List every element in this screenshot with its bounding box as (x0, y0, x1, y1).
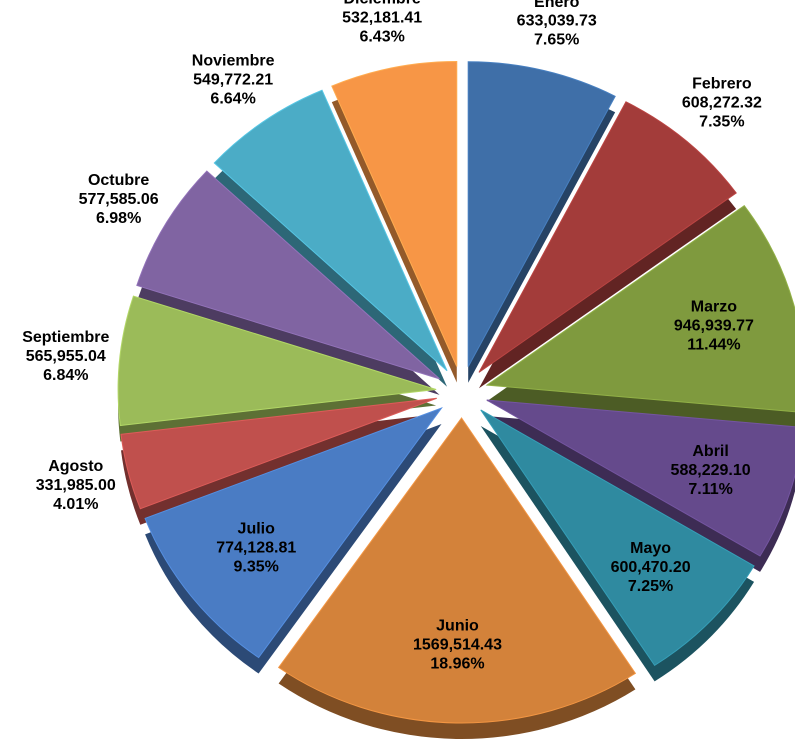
label-line: 600,470.20 (611, 559, 691, 576)
slice-label: Enero 633,039.73 7.65% (517, 0, 597, 49)
label-line: Septiembre (22, 329, 109, 346)
slice-label: Febrero 608,272.32 7.35% (682, 76, 762, 131)
label-line: Junio (436, 617, 479, 634)
label-line: 18.96% (430, 655, 484, 672)
label-line: Octubre (88, 172, 149, 189)
label-line: 7.65% (534, 32, 579, 49)
slice (478, 101, 737, 373)
slice-label: Junio 1569,514.43 18.96% (413, 617, 502, 672)
slice (467, 61, 616, 367)
label-line: 6.64% (210, 90, 255, 107)
label-line: Febrero (692, 76, 752, 93)
label-line: 4.01% (53, 496, 98, 513)
slice-label: Septiembre 565,955.04 6.84% (22, 329, 109, 384)
label-line: Agosto (48, 458, 103, 475)
slice-label: Julio 774,128.81 9.35% (216, 521, 296, 576)
slice-label: Diciembre 532,181.41 6.43% (342, 0, 422, 46)
label-line: 565,955.04 (26, 348, 106, 365)
label-line: 6.43% (359, 29, 404, 46)
slice-label: Octubre 577,585.06 6.98% (79, 172, 159, 227)
label-line: 588,229.10 (671, 462, 751, 479)
label-line: Diciembre (343, 0, 420, 8)
slice (117, 295, 437, 427)
slice (486, 399, 795, 557)
label-line: Marzo (691, 299, 737, 316)
label-line: 1569,514.43 (413, 636, 502, 653)
slice-label: Abril 588,229.10 7.11% (671, 443, 751, 498)
slice (331, 61, 458, 367)
label-line: 7.35% (699, 114, 744, 131)
label-line: 331,985.00 (36, 477, 116, 494)
label-line: Julio (238, 521, 276, 538)
slice (136, 170, 440, 380)
label-line: 608,272.32 (682, 95, 762, 112)
slice-label: Mayo 600,470.20 7.25% (611, 540, 691, 595)
label-line: 633,039.73 (517, 13, 597, 30)
slice-label: Noviembre 549,772.21 6.64% (192, 52, 275, 107)
label-line: 532,181.41 (342, 10, 422, 27)
slice (485, 205, 795, 413)
label-line: Noviembre (192, 52, 275, 69)
slice (120, 397, 437, 510)
label-line: Mayo (630, 540, 671, 557)
label-line: 7.11% (688, 481, 732, 498)
label-line: 9.35% (234, 559, 279, 576)
label-line: 6.84% (43, 367, 88, 384)
label-line: 6.98% (96, 210, 141, 227)
label-line: 577,585.06 (79, 191, 159, 208)
label-line: 946,939.77 (674, 318, 754, 335)
label-line: 11.44% (687, 337, 740, 354)
label-line: 7.25% (628, 578, 673, 595)
slice (277, 417, 637, 724)
label-line: 549,772.21 (193, 71, 273, 88)
slice-label: Marzo 946,939.77 11.44% (674, 299, 754, 354)
slice-label: Agosto 331,985.00 4.01% (36, 458, 116, 513)
label-line: Abril (692, 443, 728, 460)
label-line: 774,128.81 (216, 540, 296, 557)
slice (480, 409, 755, 667)
label-line: Enero (534, 0, 580, 11)
slice (144, 406, 443, 659)
slice (213, 89, 448, 372)
